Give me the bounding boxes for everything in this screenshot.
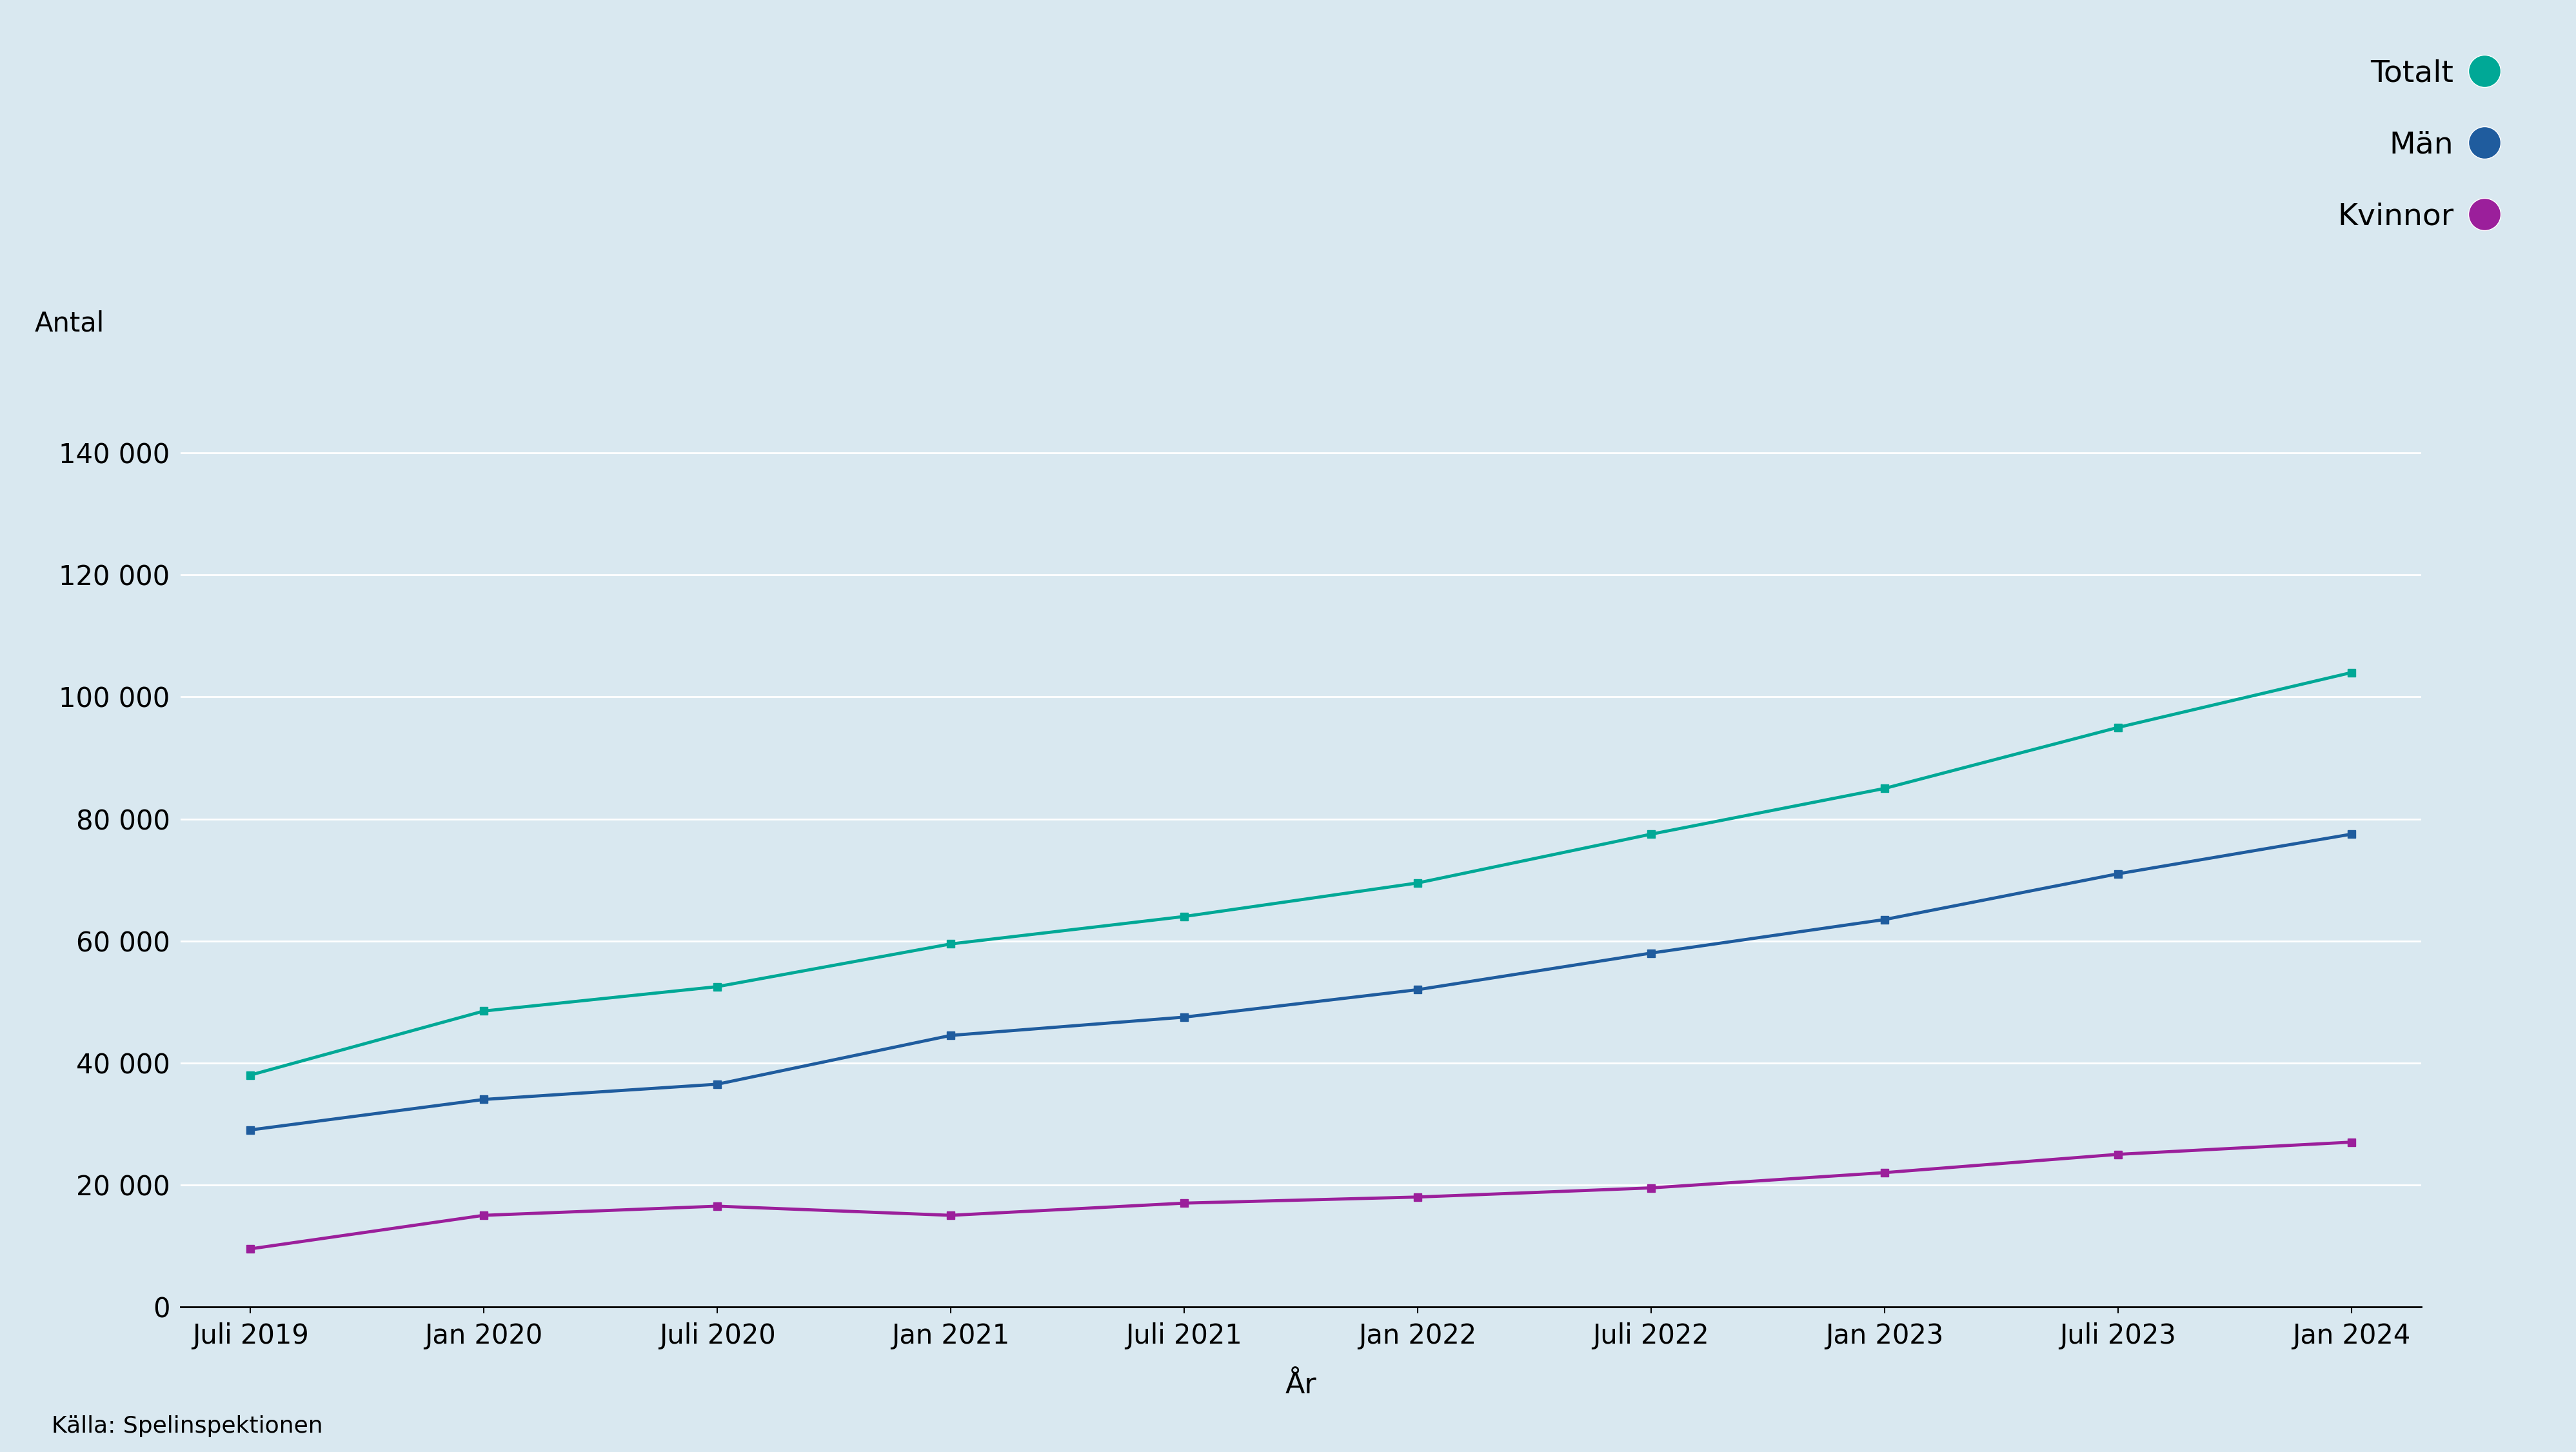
Män: [2102, 865, 2133, 883]
Kvinnor: [2102, 1146, 2133, 1163]
Totalt: [469, 1002, 500, 1019]
Kvinnor: [1401, 1188, 1432, 1205]
Kvinnor: [935, 1207, 966, 1224]
Män: [1401, 982, 1432, 999]
Män: [469, 1090, 500, 1108]
Totalt: [234, 1066, 265, 1083]
Line: Kvinnor: Kvinnor: [247, 1138, 2354, 1253]
Män: [1870, 910, 1901, 928]
Kvinnor: [1636, 1179, 1667, 1196]
Text: Källa: Spelinspektionen: Källa: Spelinspektionen: [52, 1416, 322, 1437]
Kvinnor: [234, 1240, 265, 1257]
Totalt: [935, 935, 966, 953]
Kvinnor: [469, 1207, 500, 1224]
Totalt: [2102, 719, 2133, 736]
Line: Män: Män: [247, 831, 2354, 1134]
Män: [234, 1121, 265, 1138]
Text: Antal: Antal: [33, 311, 106, 337]
Män: [2336, 825, 2367, 842]
Totalt: [701, 979, 732, 996]
Totalt: [1170, 908, 1200, 925]
Män: [935, 1027, 966, 1044]
Kvinnor: [701, 1198, 732, 1215]
Legend: Totalt, Män, Kvinnor: Totalt, Män, Kvinnor: [2336, 58, 2496, 231]
Totalt: [1636, 825, 1667, 842]
Män: [1170, 1008, 1200, 1025]
X-axis label: År: År: [1285, 1372, 1316, 1400]
Kvinnor: [1170, 1195, 1200, 1212]
Totalt: [1401, 874, 1432, 892]
Män: [1636, 944, 1667, 961]
Line: Totalt: Totalt: [247, 668, 2354, 1079]
Totalt: [1870, 780, 1901, 797]
Totalt: [2336, 664, 2367, 681]
Kvinnor: [1870, 1165, 1901, 1182]
Män: [701, 1076, 732, 1093]
Kvinnor: [2336, 1134, 2367, 1151]
